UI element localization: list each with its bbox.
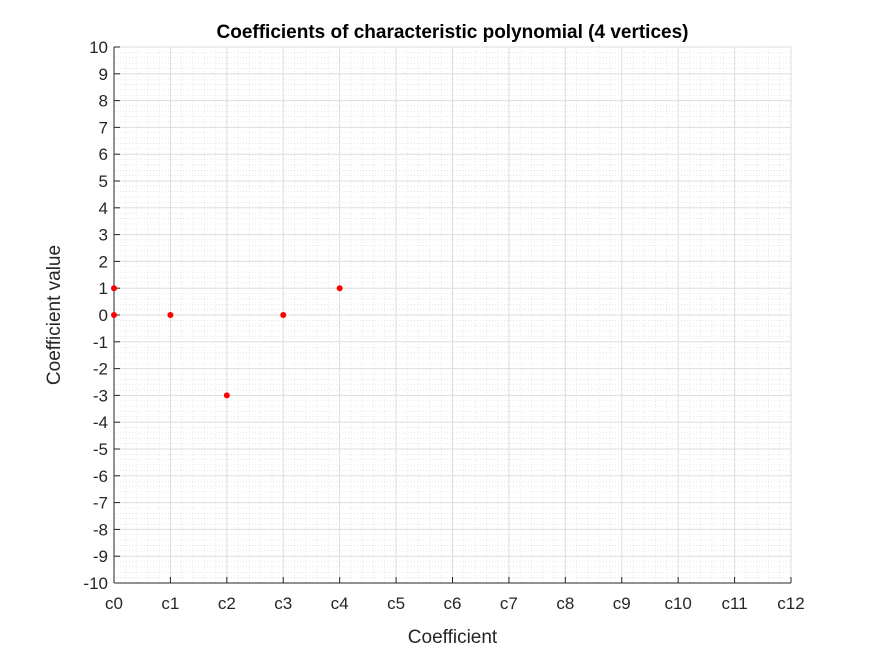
x-tick-label: c3 [274, 594, 292, 613]
y-tick-label: -1 [93, 333, 108, 352]
data-point [167, 312, 174, 318]
data-point [280, 312, 287, 318]
y-tick-label: -7 [93, 494, 108, 513]
x-tick-label: c6 [444, 594, 462, 613]
data-point [111, 312, 117, 318]
y-tick-label: -6 [93, 467, 108, 486]
data-points [111, 285, 343, 399]
y-tick-label: -5 [93, 440, 108, 459]
y-tick-label: 8 [99, 92, 108, 111]
x-axis-label: Coefficient [408, 627, 498, 648]
y-tick-label: 3 [99, 226, 108, 245]
y-tick-label: 7 [99, 118, 108, 137]
y-tick-label: 9 [99, 65, 108, 84]
y-tick-label: -10 [83, 574, 108, 593]
y-tick-label: 1 [99, 279, 108, 298]
x-tick-label: c12 [777, 594, 804, 613]
y-tick-label: -4 [93, 413, 108, 432]
y-tick-label: 5 [99, 172, 108, 191]
data-point [336, 285, 343, 292]
y-axis-label: Coefficient value [44, 245, 65, 385]
x-tick-label: c0 [105, 594, 123, 613]
data-point [223, 392, 230, 399]
x-tick-label: c10 [664, 594, 691, 613]
x-tick-label: c11 [722, 594, 748, 613]
y-tick-label: -8 [93, 520, 108, 539]
y-tick-label: 0 [99, 306, 108, 325]
y-tick-label: -2 [93, 360, 108, 379]
y-tick-label: -3 [93, 386, 108, 405]
y-tick-label: 2 [99, 252, 108, 271]
x-tick-label: c1 [161, 594, 179, 613]
x-tick-label: c4 [331, 594, 349, 613]
y-tick-label: 6 [99, 145, 108, 164]
x-tick-label: c8 [556, 594, 574, 613]
y-tick-label: 10 [89, 38, 108, 57]
data-point [111, 285, 117, 292]
x-tick-label: c9 [613, 594, 631, 613]
y-tick-label: -9 [93, 547, 108, 566]
chart-title: Coefficients of characteristic polynomia… [217, 22, 689, 43]
major-grid [113, 46, 792, 584]
x-tick-label: c2 [218, 594, 236, 613]
x-tick-label: c7 [500, 594, 518, 613]
y-tick-label: 4 [99, 199, 108, 218]
x-tick-label: c5 [387, 594, 405, 613]
x-tick-labels: c0 c1 c2 c3 c4 c5 c6 c7 c8 c9 c10 c11 c12 [105, 594, 805, 613]
